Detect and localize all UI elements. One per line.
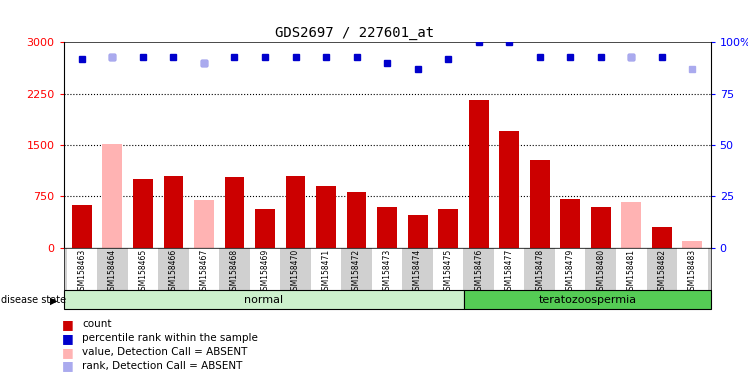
- Text: GSM158469: GSM158469: [260, 249, 269, 295]
- Bar: [464, 248, 494, 290]
- Text: GSM158475: GSM158475: [444, 249, 453, 295]
- Bar: [616, 248, 646, 290]
- Bar: [646, 248, 677, 290]
- Bar: [64, 290, 464, 309]
- Bar: [286, 176, 305, 248]
- Bar: [433, 248, 464, 290]
- Bar: [72, 205, 92, 248]
- Bar: [188, 248, 219, 290]
- Bar: [586, 248, 616, 290]
- Bar: [316, 186, 336, 248]
- Bar: [128, 248, 158, 290]
- Bar: [102, 144, 123, 248]
- Bar: [555, 248, 586, 290]
- Bar: [408, 215, 428, 248]
- Bar: [341, 248, 372, 290]
- Bar: [250, 248, 280, 290]
- Text: GSM158466: GSM158466: [169, 249, 178, 295]
- Text: value, Detection Call = ABSENT: value, Detection Call = ABSENT: [82, 347, 248, 357]
- Bar: [219, 248, 250, 290]
- Text: ▶: ▶: [50, 295, 58, 305]
- Bar: [67, 248, 97, 290]
- Text: GSM158465: GSM158465: [138, 249, 147, 295]
- Text: ■: ■: [61, 318, 73, 331]
- Bar: [97, 248, 128, 290]
- Bar: [591, 207, 610, 248]
- Text: ■: ■: [61, 332, 73, 345]
- Bar: [560, 199, 580, 248]
- Text: GSM158478: GSM158478: [535, 249, 545, 295]
- Text: GSM158467: GSM158467: [200, 249, 209, 295]
- Bar: [346, 192, 367, 248]
- Text: GSM158468: GSM158468: [230, 249, 239, 295]
- Text: GSM158481: GSM158481: [627, 249, 636, 295]
- Bar: [494, 248, 524, 290]
- Bar: [499, 131, 519, 248]
- Bar: [255, 209, 275, 248]
- Text: GSM158480: GSM158480: [596, 249, 605, 295]
- Bar: [377, 207, 397, 248]
- Text: GSM158464: GSM158464: [108, 249, 117, 295]
- Text: GSM158473: GSM158473: [382, 249, 392, 295]
- Bar: [677, 248, 708, 290]
- Text: GSM158471: GSM158471: [322, 249, 331, 295]
- Text: percentile rank within the sample: percentile rank within the sample: [82, 333, 258, 343]
- Bar: [438, 209, 458, 248]
- Text: GSM158470: GSM158470: [291, 249, 300, 295]
- Text: ■: ■: [61, 346, 73, 359]
- Bar: [464, 290, 711, 309]
- Bar: [402, 248, 433, 290]
- Text: GSM158474: GSM158474: [413, 249, 422, 295]
- Bar: [133, 179, 153, 248]
- Bar: [524, 248, 555, 290]
- Title: GDS2697 / 227601_at: GDS2697 / 227601_at: [275, 26, 435, 40]
- Bar: [224, 177, 245, 248]
- Text: GSM158463: GSM158463: [77, 249, 86, 295]
- Bar: [622, 202, 641, 248]
- Bar: [164, 176, 183, 248]
- Bar: [310, 248, 341, 290]
- Text: GSM158479: GSM158479: [565, 249, 574, 295]
- Bar: [280, 248, 310, 290]
- Text: GSM158482: GSM158482: [657, 249, 666, 295]
- Text: GSM158472: GSM158472: [352, 249, 361, 295]
- Text: GSM158477: GSM158477: [505, 249, 514, 295]
- Text: GSM158476: GSM158476: [474, 249, 483, 295]
- Text: disease state: disease state: [1, 295, 67, 305]
- Text: rank, Detection Call = ABSENT: rank, Detection Call = ABSENT: [82, 361, 242, 371]
- Bar: [194, 200, 214, 248]
- Text: count: count: [82, 319, 111, 329]
- Bar: [469, 101, 488, 248]
- Bar: [682, 241, 702, 248]
- Bar: [652, 227, 672, 248]
- Bar: [372, 248, 402, 290]
- Text: GSM158483: GSM158483: [688, 249, 697, 295]
- Text: normal: normal: [245, 295, 283, 305]
- Text: ■: ■: [61, 359, 73, 372]
- Text: teratozoospermia: teratozoospermia: [539, 295, 637, 305]
- Bar: [158, 248, 188, 290]
- Bar: [530, 160, 550, 248]
